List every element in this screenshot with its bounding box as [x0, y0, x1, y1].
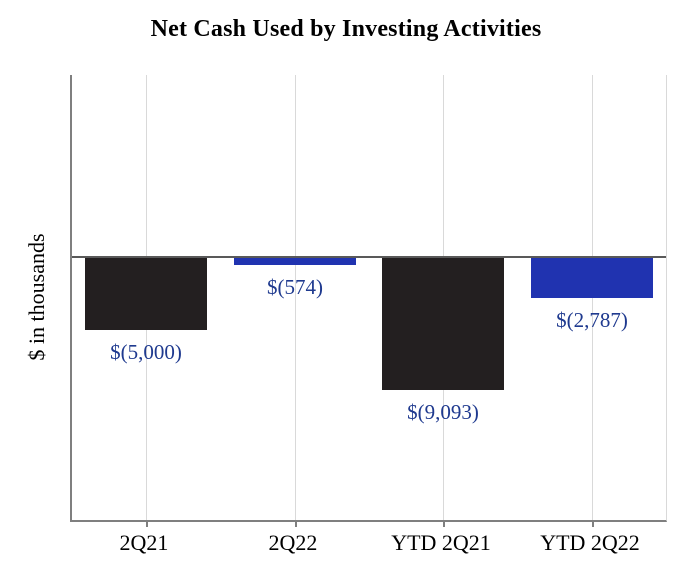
bar-value-label-2q21: $(5,000): [110, 340, 182, 364]
x-tick-label-2q21: 2Q21: [119, 530, 169, 555]
bar-2q22: [234, 257, 356, 265]
bar-ytd-2q22: [531, 257, 653, 298]
zero-line: [72, 256, 666, 258]
bar-value-label-2q22: $(574): [267, 275, 323, 299]
x-axis-tick: [443, 520, 445, 527]
x-tick-label-2q22: 2Q22: [268, 530, 318, 555]
chart-title: Net Cash Used by Investing Activities: [150, 16, 542, 42]
bar-value-label-ytd-2q22: $(2,787): [556, 308, 628, 332]
gridline: [295, 75, 296, 520]
x-axis: 2Q21 2Q22 YTD 2Q21 YTD 2Q22: [70, 528, 664, 562]
y-axis-label: $ in thousands: [24, 233, 49, 361]
bar-value-label-ytd-2q21: $(9,093): [407, 400, 479, 424]
x-tick-label-ytd-2q22: YTD 2Q22: [540, 530, 640, 555]
x-tick-label-ytd-2q21: YTD 2Q21: [391, 530, 491, 555]
x-axis-tick: [146, 520, 148, 527]
bar-2q21: [85, 257, 207, 330]
x-axis-tick: [592, 520, 594, 527]
bar-ytd-2q21: [382, 257, 504, 390]
x-axis-tick: [295, 520, 297, 527]
plot-area: $(5,000) $(574) $(9,093) $(2,787): [70, 75, 667, 527]
